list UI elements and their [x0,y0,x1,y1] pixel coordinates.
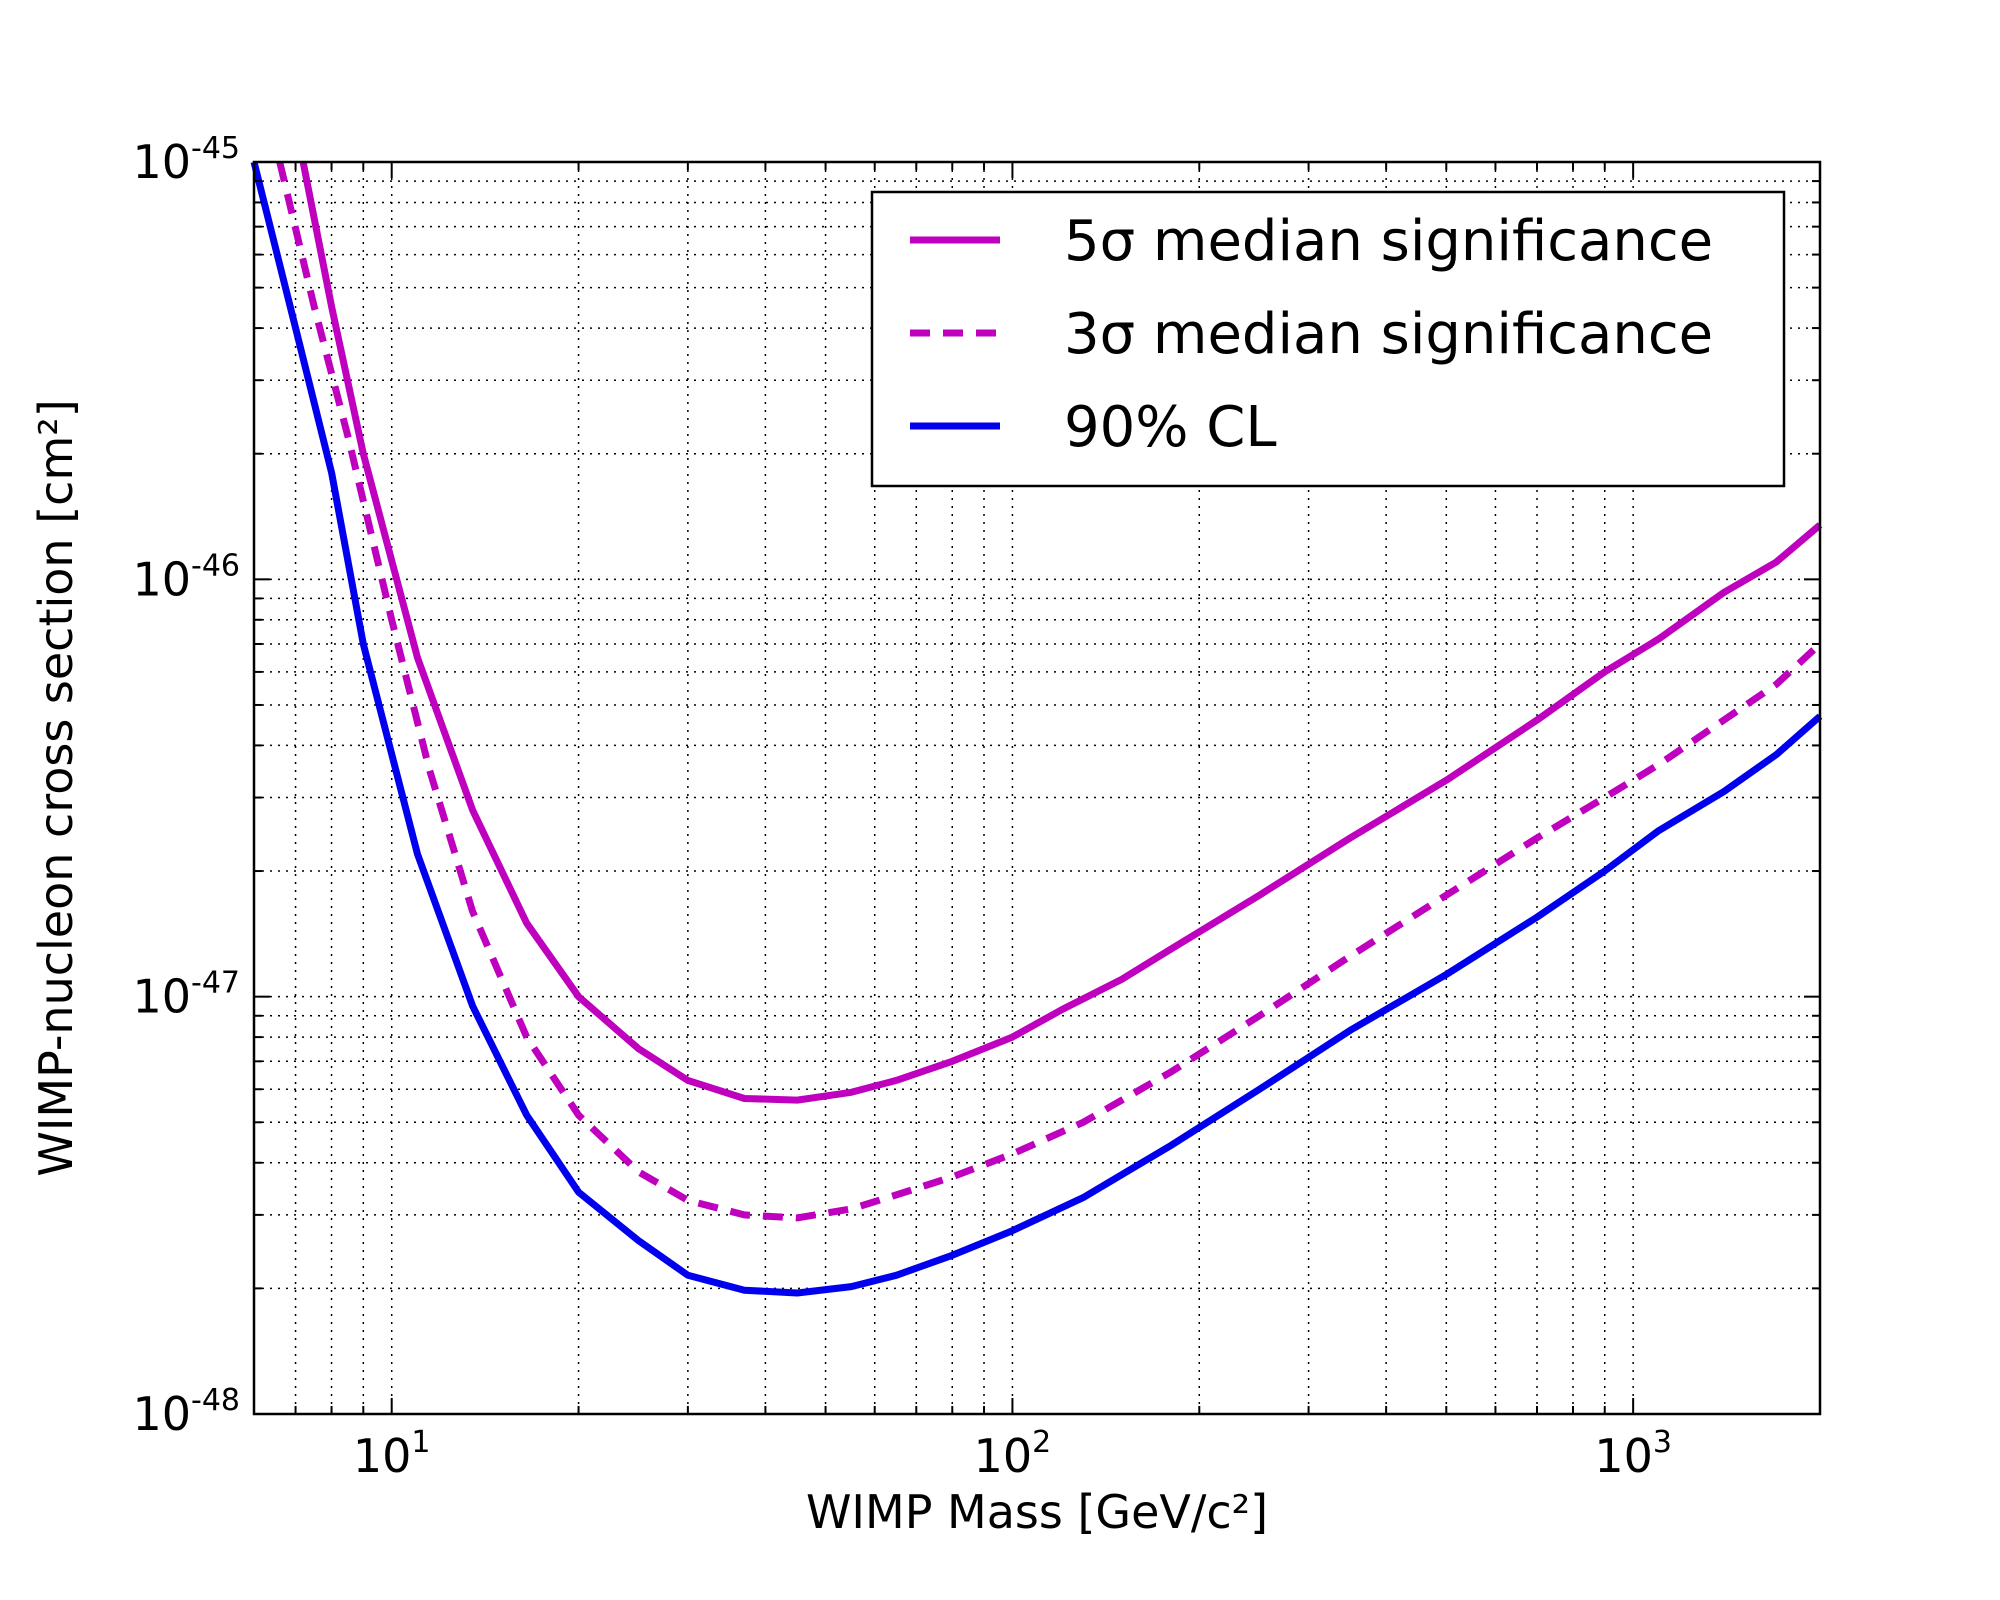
y-tick-base: 10 [132,552,191,606]
x-tick-base: 10 [974,1429,1033,1483]
y-tick-label: 10-46 [132,548,240,606]
y-tick-label: 10-47 [132,966,240,1024]
x-tick-label: 102 [974,1425,1052,1483]
y-tick-exponent: -46 [191,548,240,583]
y-tick-label: 10-45 [132,131,240,189]
legend-label-2: 90% CL [1064,395,1277,460]
series-line-2 [250,161,1823,1297]
legend-items: 5σ median significance 3σ median signific… [910,209,1713,460]
y-tick-base: 10 [132,1387,191,1441]
y-tick-base: 10 [132,970,191,1024]
y-tick-exponent: -45 [191,131,240,166]
series-line-1 [276,161,1823,1222]
y-tick-exponent: -47 [191,966,240,1001]
y-axis-title: WIMP-nucleon cross section [cm²] [29,399,83,1176]
x-tick-base: 10 [1594,1429,1653,1483]
plot-frame [252,160,1822,1416]
x-tick-exponent: 1 [411,1425,430,1460]
legend-box [870,190,1786,488]
legend: 5σ median significance 3σ median signific… [870,190,1786,488]
x-tick-exponent: 3 [1653,1425,1672,1460]
x-axis-title: WIMP Mass [GeV/c²] [806,1485,1268,1539]
ticks [253,161,1821,1415]
x-tick-label: 103 [1594,1425,1672,1483]
legend-label-1: 3σ median significance [1064,302,1713,367]
series-layer [250,161,1823,1297]
y-tick-base: 10 [132,135,191,189]
y-tick-exponent: -48 [191,1383,240,1418]
x-tick-label: 101 [353,1425,431,1483]
x-tick-exponent: 2 [1032,1425,1051,1460]
series-line-0 [299,161,1823,1104]
x-tick-base: 10 [353,1429,412,1483]
legend-label-0: 5σ median significance [1064,209,1713,274]
y-tick-label: 10-48 [132,1383,240,1441]
